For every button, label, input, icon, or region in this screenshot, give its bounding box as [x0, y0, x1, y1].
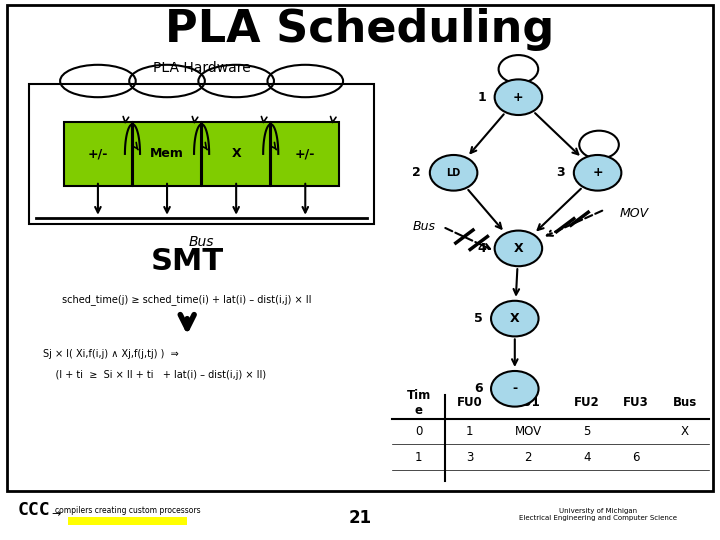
- FancyBboxPatch shape: [29, 84, 374, 224]
- Text: Tim
e: Tim e: [407, 389, 431, 417]
- Text: 6: 6: [632, 451, 639, 464]
- Text: 3: 3: [466, 451, 474, 464]
- Text: Bus: Bus: [189, 235, 215, 249]
- Text: MOV: MOV: [515, 425, 541, 438]
- Text: -: -: [512, 382, 518, 395]
- Text: compilers creating custom processors: compilers creating custom processors: [55, 506, 201, 515]
- Text: X: X: [231, 147, 241, 160]
- Text: X: X: [513, 242, 523, 255]
- Text: 5: 5: [583, 425, 590, 438]
- Circle shape: [491, 301, 539, 336]
- Text: +/-: +/-: [295, 147, 315, 160]
- Text: →: →: [52, 509, 61, 519]
- Text: 3: 3: [557, 166, 565, 179]
- Text: (l + ti  ≥  Si × II + ti   + lat(i) – dist(i,j) × II): (l + ti ≥ Si × II + ti + lat(i) – dist(i…: [43, 370, 266, 380]
- Text: Sj × l( Xi,f(i,j) ∧ Xj,f(j,tj) )  ⇒: Sj × l( Xi,f(i,j) ∧ Xj,f(j,tj) ) ⇒: [43, 349, 179, 359]
- Text: MOV: MOV: [619, 207, 648, 220]
- Text: FU3: FU3: [623, 396, 649, 409]
- Text: +: +: [593, 166, 603, 179]
- Text: +/-: +/-: [88, 147, 108, 160]
- FancyBboxPatch shape: [133, 122, 201, 186]
- Text: FU0: FU0: [456, 396, 482, 409]
- Text: Bus: Bus: [672, 396, 697, 409]
- Circle shape: [495, 79, 542, 115]
- Text: FU1: FU1: [516, 396, 541, 409]
- Circle shape: [491, 371, 539, 407]
- Text: University of Michigan
Electrical Engineering and Computer Science: University of Michigan Electrical Engine…: [518, 508, 677, 521]
- Text: PLA Hardware: PLA Hardware: [153, 60, 251, 75]
- Text: 0: 0: [415, 425, 423, 438]
- Text: CCC: CCC: [18, 501, 50, 519]
- Text: PLA Scheduling: PLA Scheduling: [166, 8, 554, 51]
- Text: Mem: Mem: [150, 147, 184, 160]
- Text: 1: 1: [415, 451, 423, 464]
- Text: X: X: [680, 425, 689, 438]
- Text: 5: 5: [474, 312, 482, 325]
- Text: 1: 1: [466, 425, 474, 438]
- FancyBboxPatch shape: [7, 5, 713, 491]
- Text: 4: 4: [477, 242, 486, 255]
- Text: X: X: [510, 312, 520, 325]
- FancyBboxPatch shape: [202, 122, 271, 186]
- FancyBboxPatch shape: [68, 517, 187, 525]
- Text: 6: 6: [474, 382, 482, 395]
- Text: 2: 2: [524, 451, 532, 464]
- Text: sched_time(j) ≥ sched_time(i) + lat(i) – dist(i,j) × II: sched_time(j) ≥ sched_time(i) + lat(i) –…: [63, 294, 312, 305]
- Text: 21: 21: [348, 509, 372, 528]
- FancyBboxPatch shape: [64, 122, 132, 186]
- FancyBboxPatch shape: [271, 122, 340, 186]
- Text: 2: 2: [413, 166, 421, 179]
- Text: FU2: FU2: [574, 396, 600, 409]
- Circle shape: [430, 155, 477, 191]
- Text: +: +: [513, 91, 523, 104]
- Text: 4: 4: [583, 451, 590, 464]
- Circle shape: [495, 231, 542, 266]
- Text: Bus: Bus: [413, 220, 436, 233]
- Text: SMT: SMT: [150, 247, 224, 276]
- Circle shape: [574, 155, 621, 191]
- Text: 1: 1: [477, 91, 486, 104]
- Text: LD: LD: [446, 168, 461, 178]
